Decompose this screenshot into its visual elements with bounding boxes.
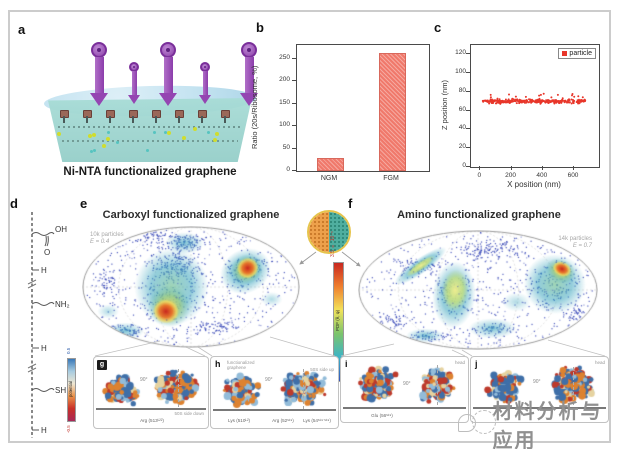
rotation-angle: 90°	[265, 377, 273, 383]
ribosome-render	[100, 372, 144, 408]
rotation-axis	[178, 369, 179, 407]
graphene-baseline	[343, 407, 466, 409]
panel-g: g 90° 50S side down Arg (513ᴸ²²)	[93, 356, 209, 429]
graphene-baseline	[96, 408, 206, 410]
group-h: H	[41, 344, 47, 353]
legend-label: particle	[569, 50, 592, 57]
ribosome-render	[353, 363, 401, 407]
residue-label: Lys (54ˢ¹⁹ˑˢ¹⁹)	[303, 418, 331, 423]
scatter-points	[481, 92, 587, 105]
panel-e-title: Carboxyl functionalized graphene	[102, 209, 280, 221]
scatter-axes: 0 20 40 60 80 100 120 0 200 400 600	[455, 49, 579, 179]
group-h: H	[41, 426, 47, 435]
panel-j-label: j	[475, 359, 478, 369]
deposition-arrows	[40, 34, 260, 166]
head-label: head	[454, 360, 465, 365]
panel-i: i head 90° Glu (56ˢ¹⁹)	[340, 356, 469, 423]
graphene-lattice-line	[62, 140, 238, 142]
potential-colorbar	[67, 358, 76, 422]
scatter-chart: c Z position (nm) particle 0 20 40 60 80 100 1…	[434, 20, 609, 198]
panel-e-stats: 10k particles E = 0.4	[90, 232, 124, 245]
amino-half	[329, 212, 349, 252]
scatter-legend: particle	[558, 48, 596, 59]
ribosome-render	[217, 371, 267, 409]
residue-label: Arg (513ᴸ²²)	[140, 418, 164, 423]
rotation-angle: 90°	[533, 379, 541, 385]
side-orientation-label: 50S side down	[174, 411, 204, 416]
graphene-lattice-line	[58, 126, 242, 128]
panel-g-label: g	[97, 360, 107, 370]
legend-marker-icon	[562, 51, 568, 56]
graphene-baseline	[473, 407, 606, 409]
graphene-baseline	[213, 409, 336, 411]
rotation-axis	[573, 367, 574, 405]
bar-chart-axes: 0 50 100 150 200 250 NGM FGM	[279, 53, 399, 183]
graphene-tray	[48, 98, 252, 162]
head-label: head	[571, 360, 605, 365]
panel-c-label: c	[434, 20, 442, 35]
group-h: H	[41, 266, 47, 275]
orientation-map-carboxyl	[82, 226, 300, 348]
bar-chart: b Ratio (20s/Ribosome, %) 0 50 100 150 200 25…	[250, 20, 435, 195]
residue-label: Arg (52ˢ¹⁹)	[272, 418, 294, 423]
orientation-map-amino	[358, 230, 598, 350]
ribosome-render-rotated	[146, 366, 206, 408]
panel-f-stats: 14k particles E = 0.7	[558, 236, 592, 249]
bar-FGM	[378, 52, 406, 171]
rotation-axis	[303, 369, 304, 409]
bar-plot-area	[296, 44, 430, 172]
panel-d-label: d	[10, 196, 18, 211]
graphene-surface-inset	[307, 210, 351, 254]
functional-groups-sketch: OH O H NH₂ H SH H	[27, 212, 70, 438]
rotation-angle: 90°	[140, 377, 148, 383]
watermark-logo-icon	[458, 410, 496, 438]
carboxyl-half	[309, 212, 329, 252]
bar-NGM	[316, 157, 344, 171]
panel-i-label: i	[345, 359, 348, 369]
watermark-text: 材料分析与应用	[492, 401, 603, 449]
group-carbonyl-o: O	[44, 248, 50, 257]
group-nh2: NH₂	[55, 300, 70, 309]
panel-a-label: a	[18, 22, 26, 37]
functionalized-graphene-note: functionalized graphene	[227, 360, 255, 370]
group-oh: OH	[55, 225, 67, 234]
panel-h-label: h	[215, 359, 221, 369]
panel-e-label: e	[80, 196, 88, 211]
watermark: 材料分析与应用	[458, 401, 608, 449]
panel-f-title: Amino functionalized graphene	[397, 209, 561, 221]
residue-label: Glu (56ˢ¹⁹)	[371, 413, 393, 418]
ribosome-render	[481, 367, 527, 407]
group-sh: SH	[55, 386, 66, 395]
rotation-angle: 90°	[403, 381, 411, 387]
anchored-molecules	[40, 34, 260, 166]
rotation-axis	[437, 365, 438, 405]
scatter-xlabel: X position (nm)	[507, 180, 561, 189]
ni-nta-illustration	[40, 34, 260, 166]
scatter-plot-area: particle	[470, 44, 600, 168]
panel-f-label: f	[348, 196, 353, 211]
panel-j: j head 90°	[470, 356, 609, 423]
panel-a-caption: Ni-NTA functionalized graphene	[63, 166, 237, 178]
panel-b-label: b	[256, 20, 264, 35]
residue-label: Lys (510ᴸ²)	[227, 418, 251, 423]
figure-border	[8, 10, 611, 443]
